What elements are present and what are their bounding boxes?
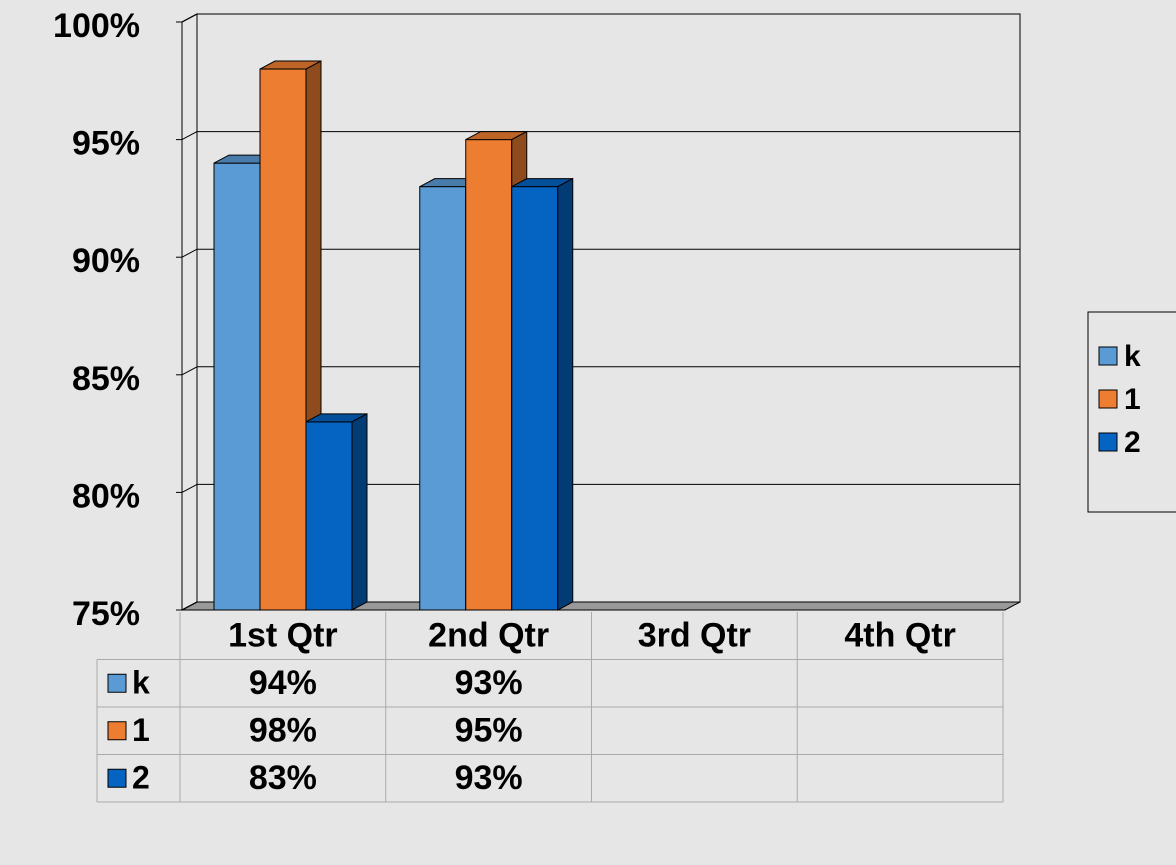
side-wall bbox=[181, 13, 198, 611]
grid-line bbox=[181, 601, 198, 611]
table-value: 83% bbox=[249, 759, 317, 797]
table-value: 93% bbox=[455, 664, 523, 702]
y-tick-label: 90% bbox=[72, 242, 140, 280]
bar-front bbox=[305, 421, 353, 611]
legend-key bbox=[107, 673, 127, 693]
table-row-label: 1 bbox=[132, 712, 150, 748]
grid-line bbox=[181, 483, 198, 493]
legend-label: 1 bbox=[1124, 383, 1141, 416]
table-header: 3rd Qtr bbox=[638, 617, 751, 655]
bar-front bbox=[419, 186, 467, 611]
grid-line bbox=[181, 13, 198, 23]
bar bbox=[511, 177, 574, 611]
table-value: 93% bbox=[455, 759, 523, 797]
bar-side bbox=[557, 177, 574, 611]
bar-front bbox=[213, 162, 261, 611]
table-value: 94% bbox=[249, 664, 317, 702]
y-tick-label: 100% bbox=[53, 7, 140, 45]
table-row-label: k bbox=[132, 665, 150, 701]
grid-line bbox=[181, 131, 198, 141]
bar bbox=[305, 413, 368, 611]
y-tick-label: 95% bbox=[72, 125, 140, 163]
legend-key bbox=[1098, 346, 1118, 366]
table-header: 4th Qtr bbox=[844, 617, 955, 655]
legend-key bbox=[1098, 432, 1118, 452]
legend-label: k bbox=[1124, 340, 1141, 373]
table-row-label: 2 bbox=[132, 760, 150, 796]
bar-front bbox=[259, 68, 307, 611]
grid-line bbox=[181, 248, 198, 258]
legend bbox=[1087, 311, 1176, 513]
legend-key bbox=[107, 721, 127, 741]
y-tick-label: 75% bbox=[72, 595, 140, 633]
table-header: 2nd Qtr bbox=[428, 617, 549, 655]
bar bbox=[259, 60, 322, 611]
bar-side bbox=[351, 413, 368, 611]
legend-label: 2 bbox=[1124, 426, 1141, 459]
table-header: 1st Qtr bbox=[228, 617, 338, 655]
bar-front bbox=[465, 139, 513, 611]
bar-front bbox=[511, 186, 559, 611]
legend-key bbox=[1098, 389, 1118, 409]
table-value: 98% bbox=[249, 712, 317, 750]
grid-line bbox=[181, 366, 198, 376]
y-tick-label: 85% bbox=[72, 360, 140, 398]
legend-key bbox=[107, 768, 127, 788]
y-tick-label: 80% bbox=[72, 477, 140, 515]
table-value: 95% bbox=[455, 712, 523, 750]
